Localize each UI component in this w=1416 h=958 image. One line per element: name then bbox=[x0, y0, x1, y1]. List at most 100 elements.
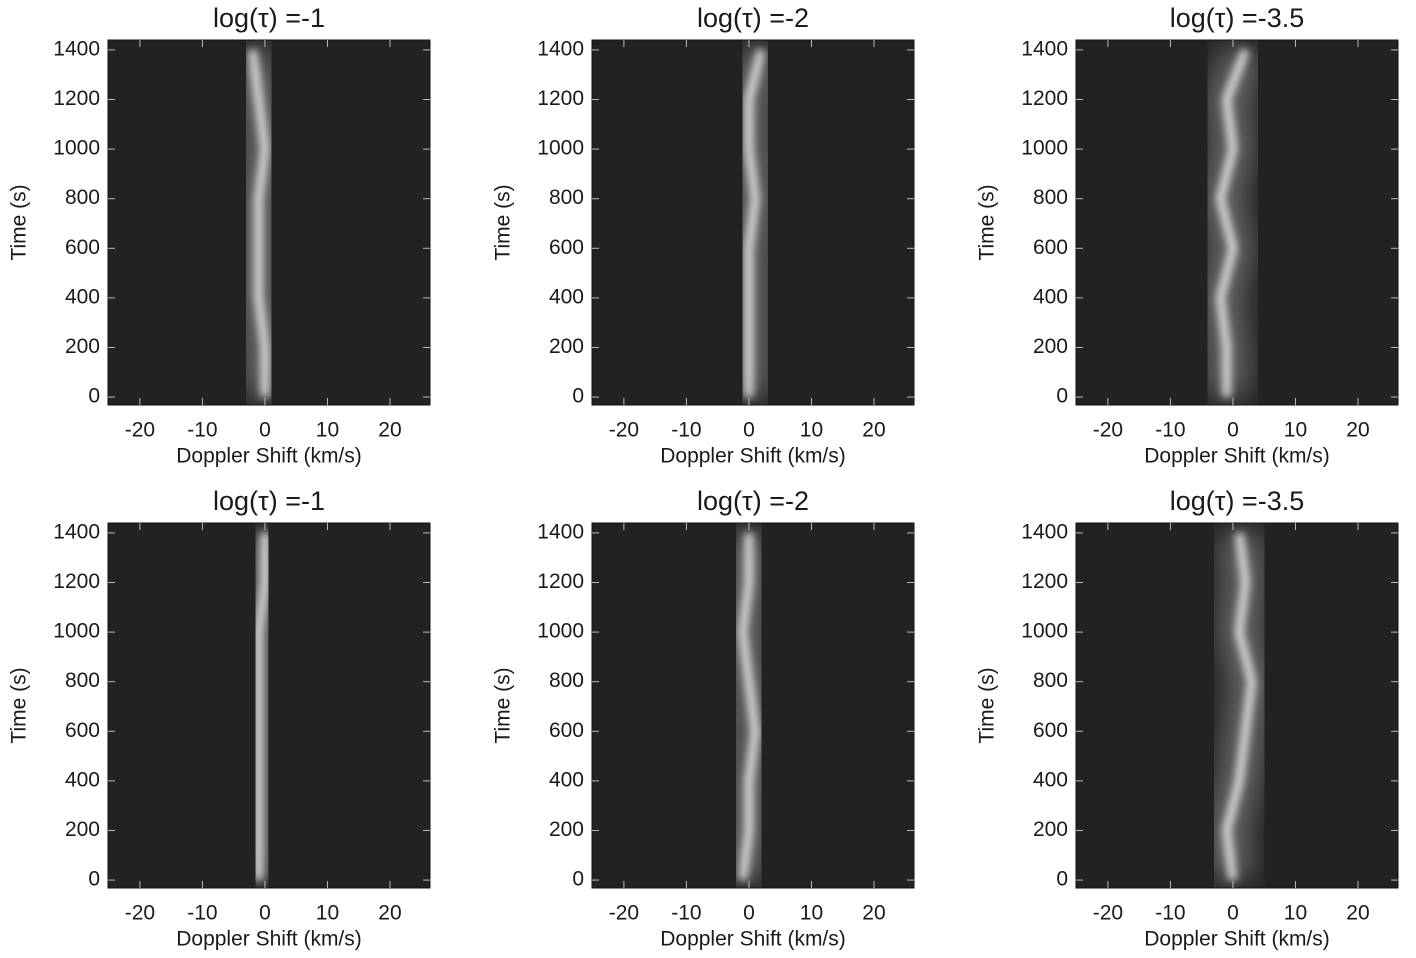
x-tick-label: 20 bbox=[1346, 419, 1369, 442]
y-tick-label: 400 bbox=[549, 285, 584, 308]
y-tick-label: 600 bbox=[65, 719, 100, 742]
heatmap bbox=[726, 44, 783, 398]
x-tick-label: 20 bbox=[378, 419, 401, 442]
y-tick-label: 1200 bbox=[1021, 570, 1068, 593]
x-axis-label: Doppler Shift (km/s) bbox=[1144, 445, 1330, 468]
y-axis-label: Time (s) bbox=[492, 667, 515, 743]
x-tick-label: 0 bbox=[743, 419, 755, 442]
plot-frame bbox=[1075, 39, 1399, 406]
y-tick-label: 1000 bbox=[53, 620, 100, 643]
y-axis-label: Time (s) bbox=[8, 667, 31, 743]
y-axis-label: Time (s) bbox=[976, 667, 999, 743]
heatmap bbox=[1197, 42, 1267, 398]
x-axis-label: Doppler Shift (km/s) bbox=[660, 445, 846, 468]
ridge bbox=[247, 49, 270, 398]
chart-title: log(τ) =-2 bbox=[697, 3, 809, 33]
x-tick-label: -20 bbox=[1093, 902, 1123, 925]
x-tick-label: 20 bbox=[862, 902, 885, 925]
y-tick-label: 200 bbox=[549, 335, 584, 358]
ridge bbox=[744, 48, 766, 398]
x-tick-label: 20 bbox=[1346, 902, 1369, 925]
x-tick-label: -20 bbox=[125, 419, 155, 442]
plot-frame bbox=[107, 39, 431, 406]
y-tick-label: 200 bbox=[1033, 335, 1068, 358]
y-tick-label: 400 bbox=[65, 285, 100, 308]
y-axis-label: Time (s) bbox=[8, 184, 31, 260]
x-tick-label: -20 bbox=[609, 902, 639, 925]
y-tick-label: 800 bbox=[65, 186, 100, 209]
x-tick-label: -10 bbox=[671, 419, 701, 442]
y-tick-label: 0 bbox=[572, 868, 584, 891]
y-tick-label: 800 bbox=[549, 669, 584, 692]
y-tick-label: 400 bbox=[549, 768, 584, 791]
ridge bbox=[1215, 48, 1250, 398]
y-tick-label: 200 bbox=[549, 818, 584, 841]
y-tick-label: 600 bbox=[549, 719, 584, 742]
plot-frame bbox=[591, 39, 915, 406]
y-tick-label: 800 bbox=[1033, 669, 1068, 692]
x-tick-label: 10 bbox=[316, 902, 339, 925]
x-tick-label: -20 bbox=[1093, 419, 1123, 442]
y-tick-label: 800 bbox=[65, 669, 100, 692]
x-tick-label: 10 bbox=[1284, 419, 1307, 442]
chart-title: log(τ) =-2 bbox=[697, 486, 809, 516]
x-tick-label: 0 bbox=[259, 902, 271, 925]
y-tick-label: 1400 bbox=[1021, 520, 1068, 543]
plot-frame bbox=[1075, 522, 1399, 889]
x-tick-label: 10 bbox=[800, 902, 823, 925]
plot-frame bbox=[591, 522, 915, 889]
x-tick-label: -20 bbox=[125, 902, 155, 925]
y-tick-label: 1400 bbox=[53, 37, 100, 60]
y-tick-label: 1000 bbox=[1021, 620, 1068, 643]
x-tick-label: -10 bbox=[1155, 419, 1185, 442]
ridge bbox=[254, 532, 270, 881]
y-tick-label: 0 bbox=[1056, 868, 1068, 891]
y-tick-label: 1000 bbox=[53, 137, 100, 160]
x-tick-label: -20 bbox=[609, 419, 639, 442]
x-tick-label: 0 bbox=[259, 419, 271, 442]
x-tick-label: -10 bbox=[1155, 902, 1185, 925]
y-tick-label: 400 bbox=[1033, 285, 1068, 308]
y-tick-label: 800 bbox=[549, 186, 584, 209]
heatmap bbox=[230, 47, 288, 398]
x-tick-label: 0 bbox=[1227, 902, 1239, 925]
chart-title: log(τ) =-1 bbox=[213, 3, 325, 33]
y-tick-label: 200 bbox=[1033, 818, 1068, 841]
heatmap bbox=[236, 532, 287, 881]
y-tick-label: 600 bbox=[65, 236, 100, 259]
x-axis-label: Doppler Shift (km/s) bbox=[660, 928, 846, 951]
y-axis-label: Time (s) bbox=[492, 184, 515, 260]
y-tick-label: 1400 bbox=[53, 520, 100, 543]
chart-title: log(τ) =-1 bbox=[213, 486, 325, 516]
y-tick-label: 200 bbox=[65, 818, 100, 841]
x-tick-label: 10 bbox=[1284, 902, 1307, 925]
y-tick-label: 1400 bbox=[537, 37, 584, 60]
y-tick-label: 1200 bbox=[537, 87, 584, 110]
heatmap bbox=[1204, 530, 1275, 883]
y-tick-label: 600 bbox=[1033, 719, 1068, 742]
x-tick-label: 20 bbox=[378, 902, 401, 925]
x-tick-label: 10 bbox=[316, 419, 339, 442]
y-tick-label: 1200 bbox=[537, 570, 584, 593]
y-tick-label: 200 bbox=[65, 335, 100, 358]
y-tick-label: 1200 bbox=[53, 87, 100, 110]
y-axis-label: Time (s) bbox=[976, 184, 999, 260]
y-tick-label: 1200 bbox=[53, 570, 100, 593]
x-tick-label: -10 bbox=[187, 419, 217, 442]
x-tick-label: -10 bbox=[187, 902, 217, 925]
x-tick-label: -10 bbox=[671, 902, 701, 925]
y-tick-label: 800 bbox=[1033, 186, 1068, 209]
x-axis-label: Doppler Shift (km/s) bbox=[176, 928, 362, 951]
y-tick-label: 1000 bbox=[1021, 137, 1068, 160]
x-tick-label: 0 bbox=[1227, 419, 1239, 442]
x-tick-label: 10 bbox=[800, 419, 823, 442]
y-tick-label: 600 bbox=[549, 236, 584, 259]
y-tick-label: 400 bbox=[1033, 768, 1068, 791]
y-tick-label: 0 bbox=[88, 868, 100, 891]
y-tick-label: 1000 bbox=[537, 137, 584, 160]
y-tick-label: 400 bbox=[65, 768, 100, 791]
chart-title: log(τ) =-3.5 bbox=[1170, 3, 1304, 33]
y-tick-label: 1200 bbox=[1021, 87, 1068, 110]
x-axis-label: Doppler Shift (km/s) bbox=[176, 445, 362, 468]
